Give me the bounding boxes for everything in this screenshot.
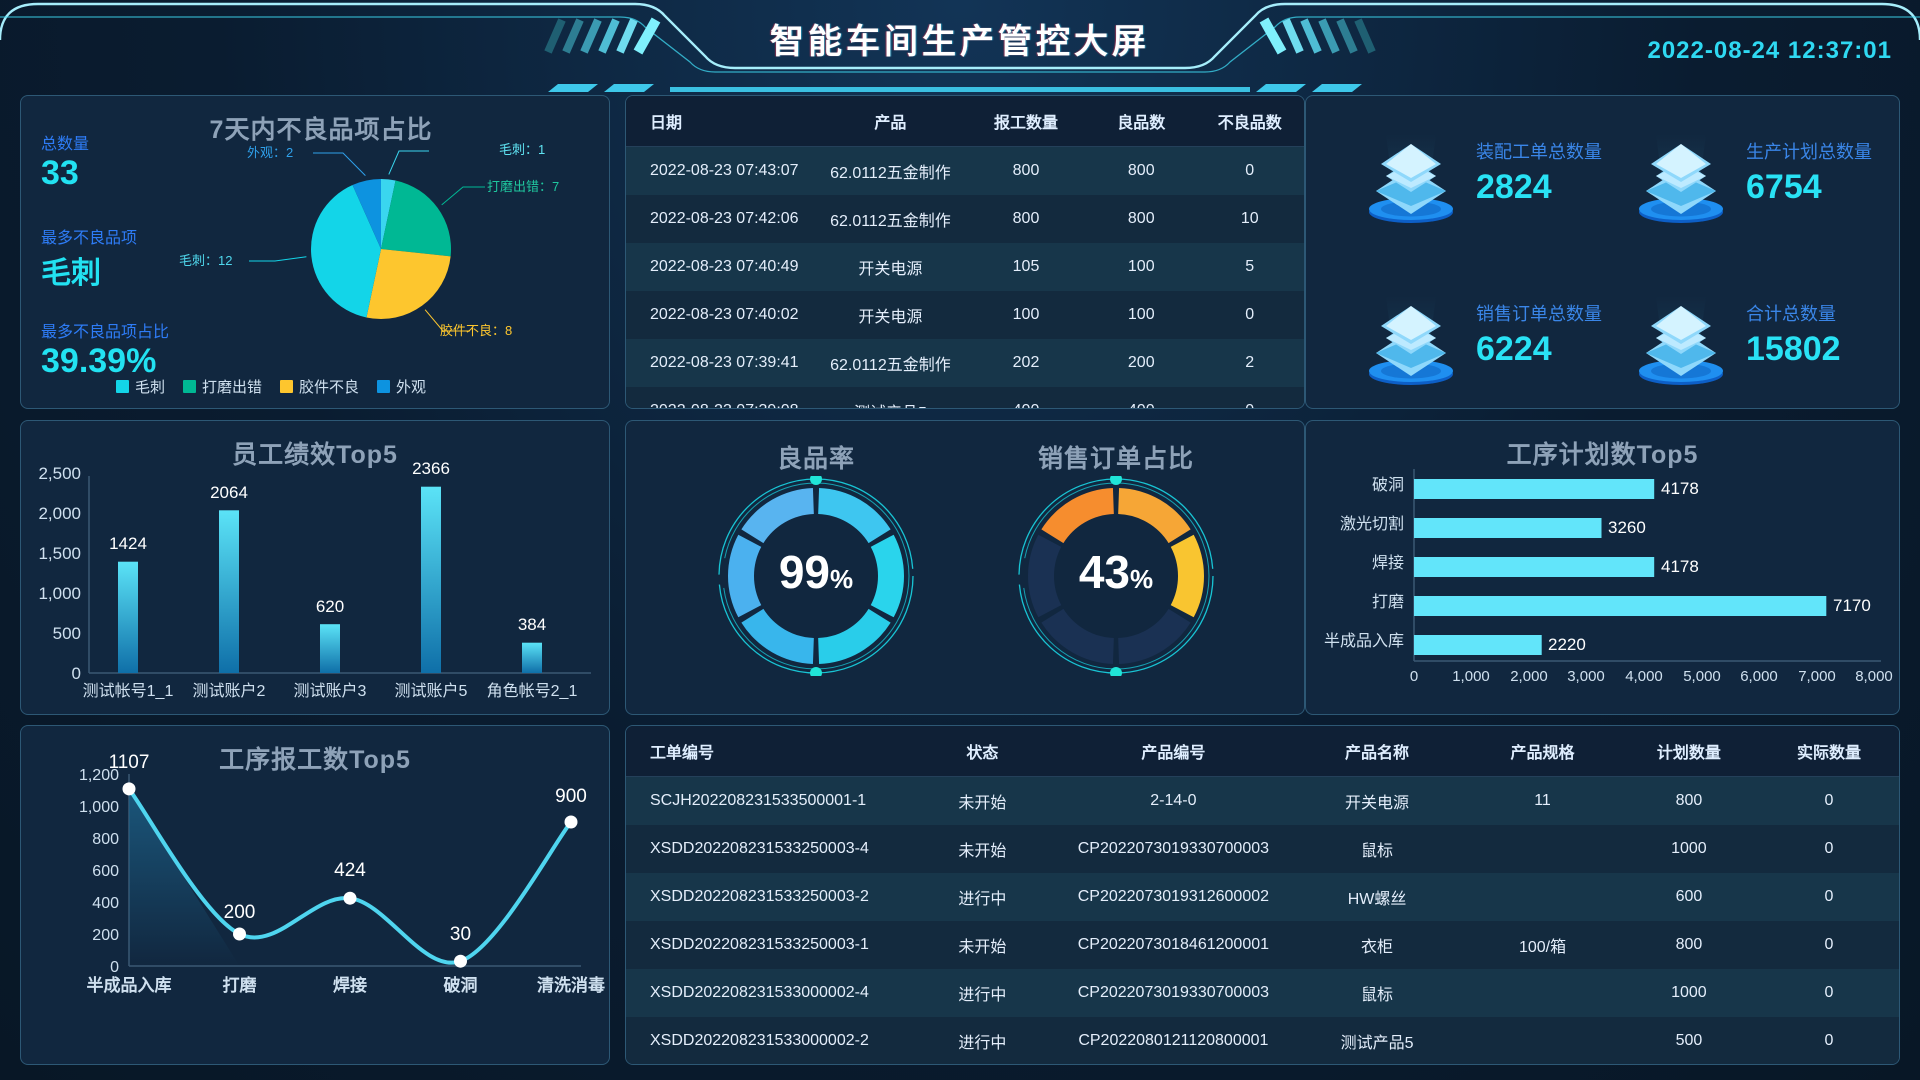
svg-text:1,000: 1,000 (38, 584, 81, 603)
svg-text:2,000: 2,000 (38, 504, 81, 523)
svg-text:0: 0 (1410, 668, 1418, 685)
svg-text:毛刺：12: 毛刺：12 (179, 253, 232, 268)
svg-text:半成品入库: 半成品入库 (87, 975, 172, 995)
svg-text:400: 400 (92, 895, 119, 912)
svg-text:焊接: 焊接 (333, 975, 367, 995)
svg-text:打磨: 打磨 (1372, 593, 1404, 611)
svg-text:1424: 1424 (109, 534, 147, 553)
svg-text:打磨: 打磨 (223, 975, 258, 995)
svg-text:角色帐号2_1: 角色帐号2_1 (487, 682, 578, 700)
svg-text:破洞: 破洞 (444, 975, 478, 995)
svg-text:清洗消毒: 清洗消毒 (537, 975, 605, 995)
svg-text:600: 600 (92, 863, 119, 880)
svg-text:3,000: 3,000 (1567, 668, 1605, 685)
svg-text:424: 424 (334, 860, 366, 881)
svg-text:384: 384 (518, 615, 546, 634)
svg-text:测试帐号1_1: 测试帐号1_1 (83, 682, 174, 700)
svg-text:3260: 3260 (1608, 518, 1646, 537)
svg-text:外观：2: 外观：2 (247, 145, 293, 160)
svg-text:500: 500 (53, 624, 81, 643)
svg-text:2064: 2064 (210, 483, 248, 502)
svg-text:2220: 2220 (1548, 635, 1586, 654)
svg-text:5,000: 5,000 (1683, 668, 1721, 685)
svg-text:1,000: 1,000 (1452, 668, 1490, 685)
svg-text:2,000: 2,000 (1510, 668, 1548, 685)
svg-text:7,000: 7,000 (1798, 668, 1836, 685)
svg-text:1,500: 1,500 (38, 544, 81, 563)
svg-text:8,000: 8,000 (1855, 668, 1893, 685)
svg-text:焊接: 焊接 (1372, 554, 1404, 572)
svg-text:99%: 99% (779, 546, 853, 598)
svg-text:毛刺：1: 毛刺：1 (499, 142, 545, 157)
svg-text:0: 0 (72, 664, 81, 683)
svg-text:打磨出错：7: 打磨出错：7 (487, 179, 559, 194)
svg-text:7170: 7170 (1833, 596, 1871, 615)
svg-text:800: 800 (92, 831, 119, 848)
svg-text:1,000: 1,000 (79, 799, 119, 816)
svg-text:半成品入库: 半成品入库 (1324, 632, 1404, 650)
svg-text:测试账户5: 测试账户5 (395, 682, 468, 700)
svg-text:激光切割: 激光切割 (1340, 515, 1404, 533)
svg-text:破洞: 破洞 (1372, 476, 1404, 494)
svg-text:4,000: 4,000 (1625, 668, 1663, 685)
svg-text:4178: 4178 (1661, 479, 1699, 498)
svg-text:200: 200 (224, 902, 256, 923)
svg-text:胶件不良：8: 胶件不良：8 (440, 323, 512, 338)
svg-text:30: 30 (450, 924, 471, 945)
svg-text:6,000: 6,000 (1740, 668, 1778, 685)
svg-text:测试账户2: 测试账户2 (193, 682, 266, 700)
svg-text:43%: 43% (1079, 546, 1153, 598)
svg-text:测试账户3: 测试账户3 (294, 682, 367, 700)
svg-text:620: 620 (316, 597, 344, 616)
svg-text:0: 0 (110, 959, 119, 976)
svg-text:4178: 4178 (1661, 557, 1699, 576)
svg-text:200: 200 (92, 927, 119, 944)
svg-text:900: 900 (555, 786, 587, 807)
